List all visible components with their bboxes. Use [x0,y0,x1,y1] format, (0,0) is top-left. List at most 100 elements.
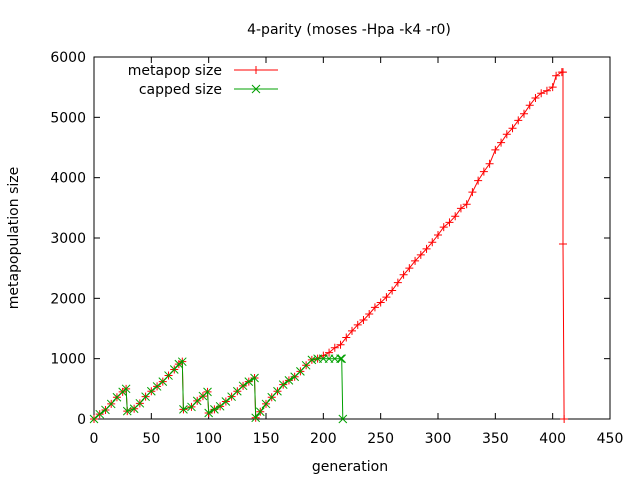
x-axis-ticks: 0 50 100 150 200 250 300 350 400 450 [90,57,624,447]
data-point [338,414,348,424]
data-point [552,71,561,80]
data-point [428,238,437,247]
data-point [251,413,261,423]
x-tick-label: 150 [253,431,280,447]
data-point [502,130,511,139]
data-point [135,398,145,408]
y-tick-label: 4000 [50,171,86,187]
data-point [146,386,156,396]
data-point [121,384,131,394]
data-point [491,145,500,154]
data-point [525,101,534,110]
y-tick-label: 2000 [50,291,86,307]
data-point [359,316,368,325]
data-point [370,303,379,312]
data-point [353,320,362,329]
data-point [336,354,345,364]
data-point [255,407,265,417]
data-point [445,218,454,227]
legend: metapop size capped size [128,63,278,98]
data-point [439,223,448,232]
y-tick-label: 5000 [50,110,86,126]
data-point [106,399,116,409]
y-axis-label: metapopulation size [6,167,22,309]
data-point [485,159,494,168]
series-line [93,358,344,420]
chart-title: 4-parity (moses -Hpa -k4 -r0) [247,22,451,38]
data-point [95,409,105,419]
series-metapop-size [90,68,569,423]
data-point [210,404,219,414]
legend-label-capped: capped size [139,82,222,98]
x-tick-label: 250 [367,431,394,447]
data-point [179,404,188,414]
data-point [388,286,397,295]
data-point [89,414,99,424]
data-point [422,244,431,253]
data-point [393,278,402,287]
y-tick-label: 3000 [50,231,86,247]
series-capped-size [89,354,348,424]
data-point [152,382,162,391]
legend-label-metapop: metapop size [128,63,222,79]
data-point [558,68,567,77]
data-point [122,406,132,416]
data-point [307,355,317,365]
y-tick-label: 0 [77,412,86,428]
series-layer [89,68,569,424]
data-point [203,387,212,397]
data-point [531,94,540,103]
data-point [250,373,259,383]
data-point [416,250,425,259]
data-point [342,333,351,342]
plot-frame [93,56,611,420]
data-point [468,188,477,197]
legend-swatch-marker [251,84,261,94]
data-point [514,116,523,125]
data-point [204,408,214,418]
x-tick-label: 450 [597,431,624,447]
data-point [434,230,442,239]
data-point [376,298,385,307]
data-point [238,381,248,391]
data-point [177,357,187,367]
data-point [474,176,483,185]
y-tick-label: 1000 [50,352,86,368]
data-point [325,348,334,357]
y-tick-label: 6000 [50,50,86,66]
data-point [215,401,225,411]
data-point [462,200,471,209]
data-point [169,365,179,374]
data-point [365,310,374,319]
data-point [542,86,551,95]
data-point [348,326,356,335]
data-point [221,397,231,406]
data-point [537,89,546,98]
x-tick-label: 350 [482,431,509,447]
data-point [456,204,465,213]
x-tick-label: 200 [310,431,337,447]
data-point [520,109,528,118]
legend-swatch-marker [252,66,260,74]
series-line [93,71,565,420]
data-point [405,264,414,273]
data-point [273,386,282,396]
x-tick-label: 0 [90,431,99,447]
data-point [497,138,506,147]
data-point [548,83,557,92]
y-axis-ticks: 0 1000 2000 3000 4000 5000 6000 [50,50,610,428]
x-tick-label: 100 [195,431,222,447]
data-point [451,212,460,221]
data-point [192,396,202,406]
data-point [284,376,294,385]
data-point [411,256,420,265]
data-point [558,240,567,249]
data-point [337,354,347,364]
data-point [336,340,345,349]
x-tick-label: 400 [539,431,566,447]
data-point [261,399,271,409]
x-axis-label: generation [312,459,388,475]
x-tick-label: 50 [142,431,160,447]
data-point [278,380,288,389]
